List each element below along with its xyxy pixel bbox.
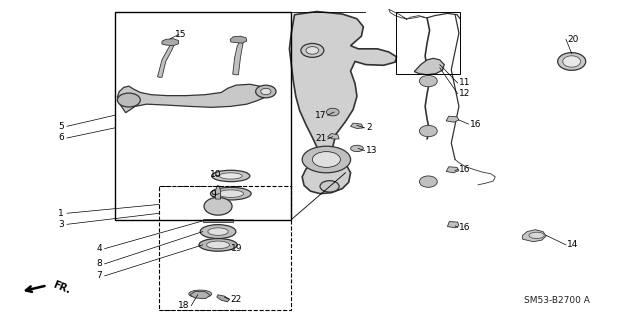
Text: 5: 5 <box>58 122 64 131</box>
Polygon shape <box>217 295 230 302</box>
Text: 8: 8 <box>96 259 102 268</box>
Text: 4: 4 <box>97 244 102 253</box>
Polygon shape <box>351 123 364 129</box>
Ellipse shape <box>419 75 437 87</box>
Text: 3: 3 <box>58 220 64 229</box>
Text: 1: 1 <box>58 209 64 218</box>
Ellipse shape <box>255 85 276 98</box>
Text: 6: 6 <box>58 133 64 143</box>
Ellipse shape <box>200 225 236 239</box>
Ellipse shape <box>212 170 250 182</box>
Polygon shape <box>523 230 546 242</box>
Text: 11: 11 <box>459 78 470 87</box>
Text: 9: 9 <box>211 190 216 199</box>
Text: 10: 10 <box>211 170 222 179</box>
Text: 19: 19 <box>231 244 243 253</box>
Text: 14: 14 <box>567 241 579 249</box>
Text: 16: 16 <box>459 223 470 232</box>
Polygon shape <box>216 185 221 199</box>
Text: 13: 13 <box>366 146 378 155</box>
Polygon shape <box>414 58 444 75</box>
Ellipse shape <box>189 290 212 298</box>
Polygon shape <box>117 84 268 113</box>
Polygon shape <box>230 36 246 43</box>
Ellipse shape <box>326 108 339 116</box>
Ellipse shape <box>419 125 437 137</box>
Ellipse shape <box>529 232 544 239</box>
Text: 18: 18 <box>178 301 189 310</box>
Polygon shape <box>157 42 175 77</box>
Ellipse shape <box>208 228 228 235</box>
Bar <box>203 219 234 222</box>
Bar <box>396 11 460 74</box>
Bar <box>159 186 291 310</box>
Ellipse shape <box>557 53 586 70</box>
Text: 22: 22 <box>231 295 242 304</box>
Ellipse shape <box>207 241 230 249</box>
Ellipse shape <box>117 93 140 107</box>
Ellipse shape <box>204 197 232 215</box>
Ellipse shape <box>211 187 251 200</box>
Text: 15: 15 <box>175 30 186 39</box>
Polygon shape <box>190 291 211 299</box>
Text: FR.: FR. <box>51 279 72 296</box>
Ellipse shape <box>306 47 319 54</box>
Bar <box>115 11 291 219</box>
Polygon shape <box>446 116 459 122</box>
Text: SM53-B2700 A: SM53-B2700 A <box>524 296 590 305</box>
Text: 12: 12 <box>459 89 470 98</box>
Ellipse shape <box>312 152 340 167</box>
Ellipse shape <box>199 239 237 251</box>
Text: 16: 16 <box>459 165 470 174</box>
Ellipse shape <box>220 173 243 179</box>
Ellipse shape <box>301 43 324 57</box>
Polygon shape <box>162 39 179 46</box>
Polygon shape <box>289 11 396 194</box>
Polygon shape <box>233 40 244 75</box>
Text: 7: 7 <box>96 271 102 280</box>
Ellipse shape <box>320 181 339 192</box>
Text: 17: 17 <box>315 111 326 120</box>
Text: 20: 20 <box>567 35 579 44</box>
Ellipse shape <box>419 176 437 187</box>
Polygon shape <box>447 221 459 228</box>
Text: 2: 2 <box>366 123 371 132</box>
Ellipse shape <box>351 145 364 152</box>
Text: 16: 16 <box>470 120 481 129</box>
Ellipse shape <box>302 146 351 173</box>
Ellipse shape <box>563 56 580 67</box>
Ellipse shape <box>260 88 271 95</box>
Polygon shape <box>446 167 459 173</box>
Polygon shape <box>328 134 339 139</box>
Ellipse shape <box>218 190 244 197</box>
Text: 21: 21 <box>315 134 326 144</box>
